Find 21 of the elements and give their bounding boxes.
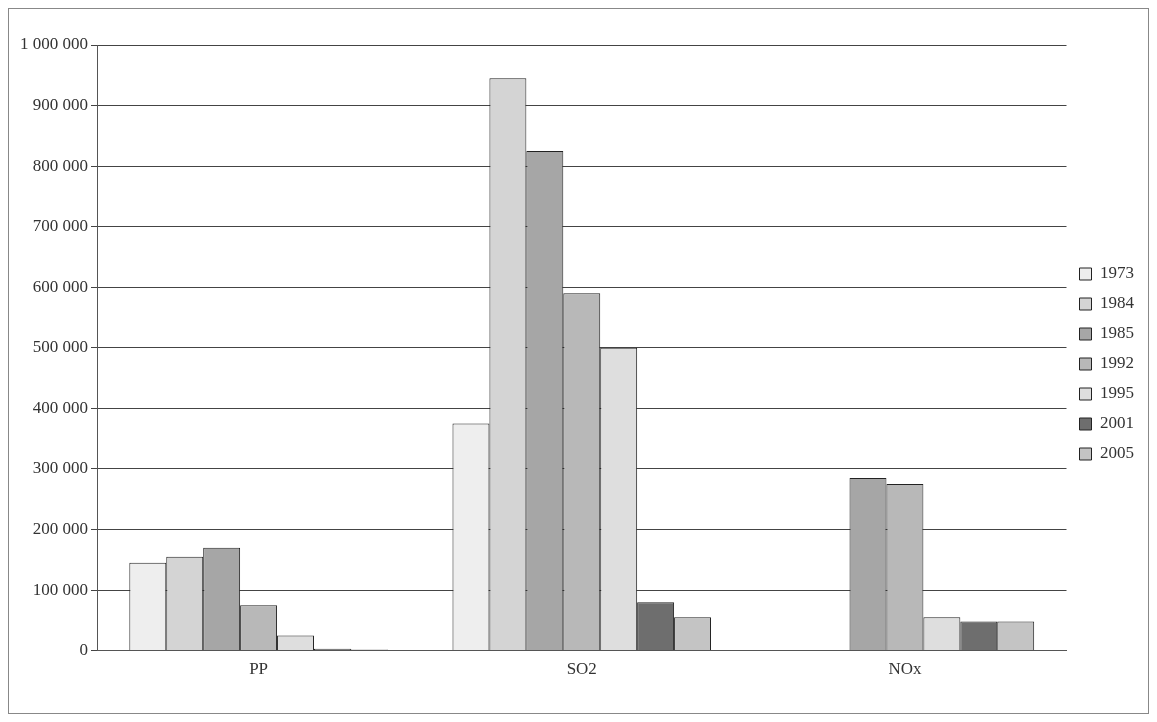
legend-label: 1985 [1100,323,1134,343]
y-tick-label: 200 000 [32,518,88,538]
x-tick-label: PP [249,659,269,679]
y-tick-label: 900 000 [32,95,88,115]
y-tick-label: 700 000 [32,216,88,236]
legend-label: 1984 [1100,293,1135,313]
legend-label: 2005 [1100,443,1134,463]
y-tick-label: 500 000 [32,337,88,357]
y-tick-label: 1 000 000 [20,34,88,54]
y-tick-label: 800 000 [32,155,88,175]
legend-label: 1973 [1100,263,1134,283]
x-tick-label: NOx [888,659,922,679]
y-tick-label: 100 000 [32,579,88,599]
y-tick-label: 400 000 [32,397,88,417]
legend-label: 2001 [1100,413,1134,433]
y-tick-label: 300 000 [32,458,88,478]
legend-label: 1992 [1100,353,1134,373]
x-tick-label: SO2 [566,659,597,679]
y-tick-label: 0 [79,640,88,660]
legend-label: 1995 [1100,383,1134,403]
y-tick-label: 600 000 [32,276,88,296]
